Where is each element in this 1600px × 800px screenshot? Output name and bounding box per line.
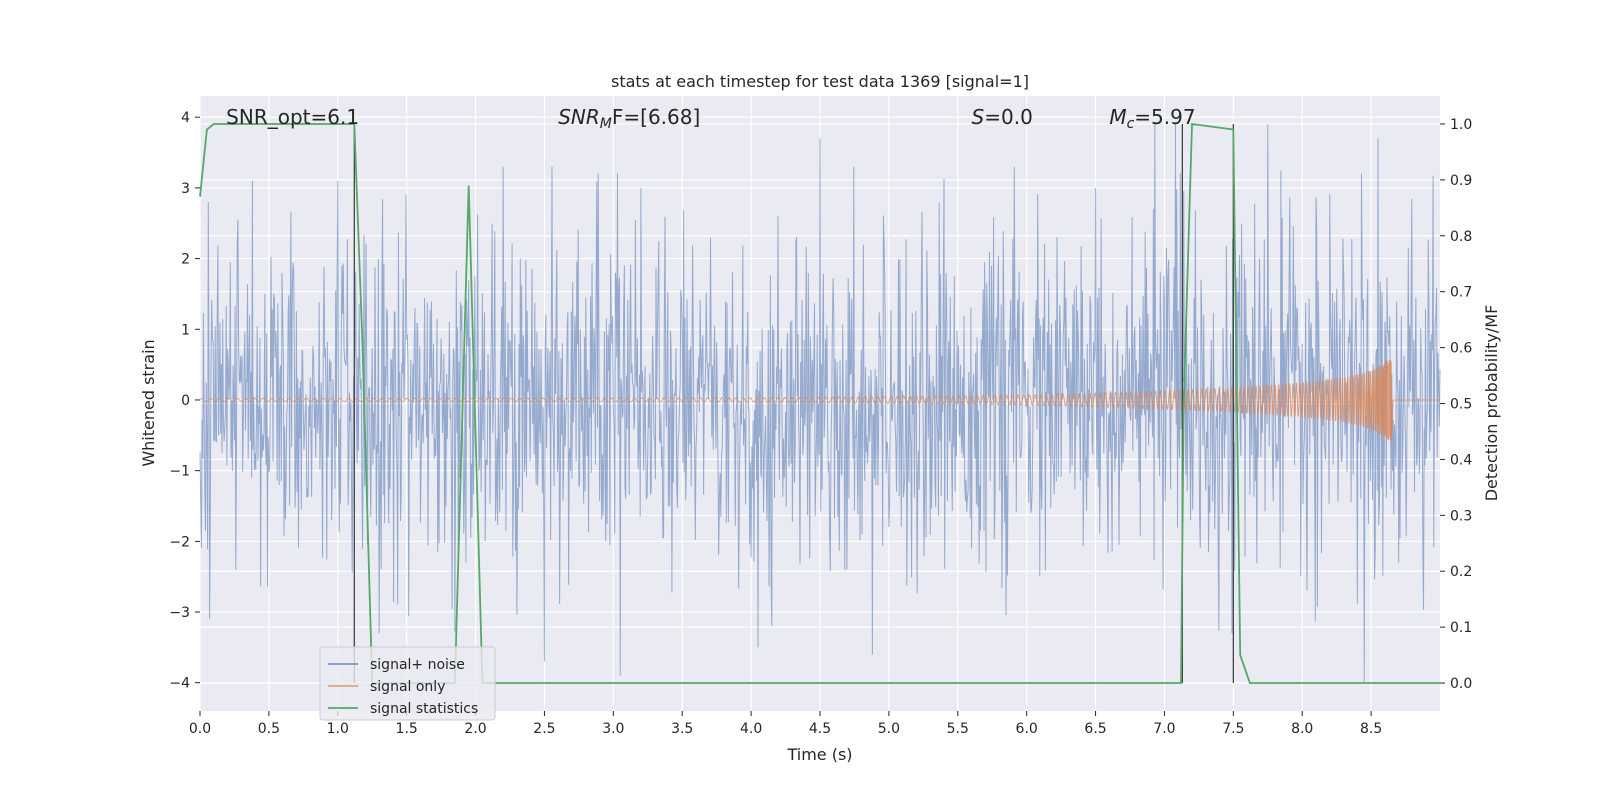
y-right-tick-label: 0.6	[1450, 341, 1472, 357]
y-tick-label: −4	[169, 676, 190, 692]
y-right-tick-label: 1.0	[1450, 117, 1472, 133]
y-tick-label: 4	[181, 110, 190, 126]
y-tick-label: −2	[169, 534, 190, 550]
x-tick-label: 0.0	[189, 721, 211, 737]
x-tick-label: 8.5	[1360, 721, 1382, 737]
legend-label: signal+ noise	[370, 657, 465, 673]
x-tick-label: 8.0	[1291, 721, 1313, 737]
legend: signal+ noise signal only signal statistic…	[319, 646, 496, 721]
annotation-text: SNR_opt=6.1	[226, 105, 359, 129]
signal-only-line	[199, 359, 1440, 442]
y-tick-label: −3	[169, 605, 190, 621]
y-right-tick-label: 0.3	[1450, 508, 1472, 524]
x-tick-label: 5.0	[878, 721, 900, 737]
x-tick-label: 7.5	[1222, 721, 1244, 737]
legend-label: signal only	[370, 679, 445, 695]
annotation-text: S=0.0	[972, 105, 1033, 129]
x-tick-label: 7.0	[1153, 721, 1175, 737]
y-right-tick-label: 0.4	[1450, 452, 1472, 468]
annotation-text: SNRMF=[6.68]	[558, 105, 700, 132]
chart-title: stats at each timestep for test data 136…	[611, 72, 1029, 91]
x-tick-label: 2.5	[533, 721, 555, 737]
y-right-tick-label: 0.0	[1450, 676, 1472, 692]
annotation-text: Mc=5.97	[1109, 105, 1195, 132]
x-tick-label: 5.5	[947, 721, 969, 737]
x-tick-label: 1.0	[327, 721, 349, 737]
y-right-tick-label: 0.8	[1450, 229, 1472, 245]
legend-label: signal statistics	[370, 701, 478, 717]
annotations: SNR_opt=6.1 SNRMF=[6.68] S=0.0 Mc=5.97	[226, 105, 1195, 132]
x-tick-label: 1.5	[396, 721, 418, 737]
x-tick-label: 4.5	[809, 721, 831, 737]
y-axis-right-ticks: 0.0 0.1 0.2 0.3 0.4 0.5 0.6 0.7 0.8 0.9 1.0	[1440, 117, 1472, 692]
y-axis-ticks: −4 −3 −2 −1 0 1 2 3 4	[169, 110, 200, 692]
y-tick-label: −1	[169, 464, 190, 480]
x-tick-label: 6.5	[1084, 721, 1106, 737]
y-axis-right-label: Detection probability/MF	[1482, 305, 1501, 502]
x-tick-label: 4.0	[740, 721, 762, 737]
y-right-tick-label: 0.7	[1450, 285, 1472, 301]
y-right-tick-label: 0.1	[1450, 620, 1472, 636]
y-right-tick-label: 0.5	[1450, 397, 1472, 413]
y-right-tick-label: 0.9	[1450, 173, 1472, 189]
y-tick-label: 2	[181, 252, 190, 268]
x-tick-label: 3.5	[671, 721, 693, 737]
x-axis-ticks: 0.0 0.5 1.0 1.5 2.0 2.5 3.0 3.5 4.0 4.5 5.0 5.5 6.0 6…	[189, 711, 1382, 737]
x-tick-label: 3.0	[602, 721, 624, 737]
x-axis-label: Time (s)	[786, 745, 852, 764]
y-tick-label: 0	[181, 393, 190, 409]
x-tick-label: 6.0	[1016, 721, 1038, 737]
y-tick-label: 1	[181, 322, 190, 338]
series-signal-only	[199, 359, 1440, 442]
x-tick-label: 2.0	[464, 721, 486, 737]
x-tick-label: 0.5	[258, 721, 280, 737]
y-right-tick-label: 0.2	[1450, 564, 1472, 580]
y-tick-label: 3	[181, 181, 190, 197]
legend-box	[319, 646, 496, 721]
y-axis-label: Whitened strain	[139, 339, 158, 466]
